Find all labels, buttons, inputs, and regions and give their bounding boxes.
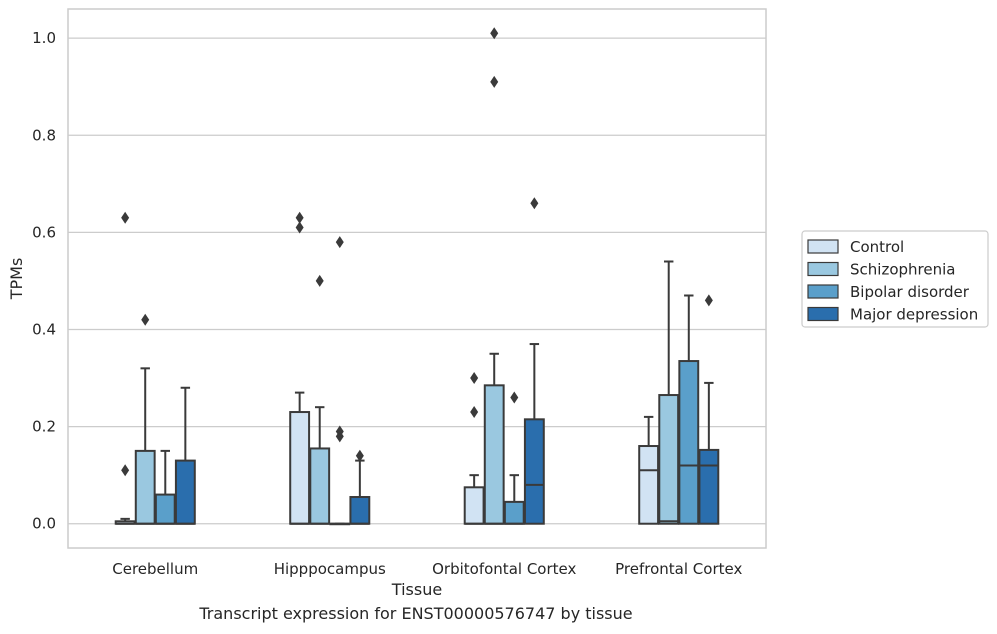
box-group (658, 260, 680, 525)
outlier-point (121, 464, 130, 477)
box (658, 394, 680, 525)
outlier-point (121, 211, 130, 224)
x-tick-label: Hipppocampus (274, 560, 386, 578)
box (678, 360, 700, 525)
box-group (678, 294, 700, 525)
figure-caption: Transcript expression for ENST0000057674… (199, 604, 633, 623)
outlier-point (530, 197, 539, 210)
legend-frame (801, 230, 989, 328)
x-tick-label: Orbitofontal Cortex (432, 560, 576, 578)
y-tick-label: 0.4 (32, 320, 56, 338)
legend: Control Schizophrenia Bipolar disorder Majo… (801, 230, 989, 328)
box-group (503, 391, 525, 525)
outlier-point (355, 449, 364, 462)
legend-swatch (807, 261, 839, 277)
tick-labels: 0.0 0.2 0.4 0.6 0.8 1.0 Cerebellum Hipppocampus… (32, 29, 742, 578)
x-tick-label: Cerebellum (112, 560, 198, 578)
x-tick-label: Prefrontal Cortex (615, 560, 742, 578)
legend-swatch (807, 284, 839, 299)
outlier-point (141, 313, 150, 326)
box-group (309, 274, 331, 525)
y-axis-label: TPMs (7, 258, 26, 301)
y-tick-label: 0.0 (32, 515, 56, 533)
outlier-point (470, 372, 479, 385)
legend-entry: Major depression (850, 306, 978, 324)
box-group (523, 197, 545, 525)
box (698, 448, 720, 525)
box (349, 496, 371, 525)
box (134, 449, 156, 525)
plot-frame (67, 8, 767, 549)
box-group (174, 386, 196, 525)
legend-swatch (807, 239, 839, 254)
legend-entry: Schizophrenia (850, 261, 955, 279)
box (638, 445, 660, 525)
x-axis-label: Tissue (391, 580, 442, 599)
outlier-point (335, 425, 344, 438)
outlier-point (335, 236, 344, 249)
y-tick-label: 0.6 (32, 223, 56, 241)
box-group (698, 294, 720, 525)
outlier-point (295, 211, 304, 224)
outlier-point (315, 274, 324, 287)
legend-entry: Control (850, 238, 904, 256)
box (523, 418, 545, 525)
outlier-point (295, 221, 304, 234)
box-group (349, 449, 371, 525)
legend-entry: Bipolar disorder (850, 283, 970, 301)
outlier-point (510, 391, 519, 404)
box (463, 486, 485, 525)
box (483, 384, 505, 525)
box-marks (114, 27, 720, 526)
box (503, 500, 525, 525)
box (289, 411, 311, 525)
outlier-point (470, 406, 479, 419)
box-group (638, 415, 660, 525)
box (174, 459, 196, 525)
box (309, 447, 331, 525)
box-group (463, 372, 485, 525)
legend-swatch (807, 306, 839, 322)
box (154, 493, 176, 525)
y-tick-label: 0.8 (32, 126, 56, 144)
box-group (154, 449, 176, 525)
box-group (134, 313, 156, 525)
outlier-point (704, 294, 713, 307)
box-group (329, 236, 351, 526)
box-group (483, 27, 505, 525)
box-group (289, 211, 311, 525)
box-group (114, 211, 136, 525)
y-tick-label: 0.2 (32, 418, 56, 436)
outlier-point (490, 75, 499, 88)
y-tick-label: 1.0 (32, 29, 56, 47)
outlier-point (490, 27, 499, 40)
